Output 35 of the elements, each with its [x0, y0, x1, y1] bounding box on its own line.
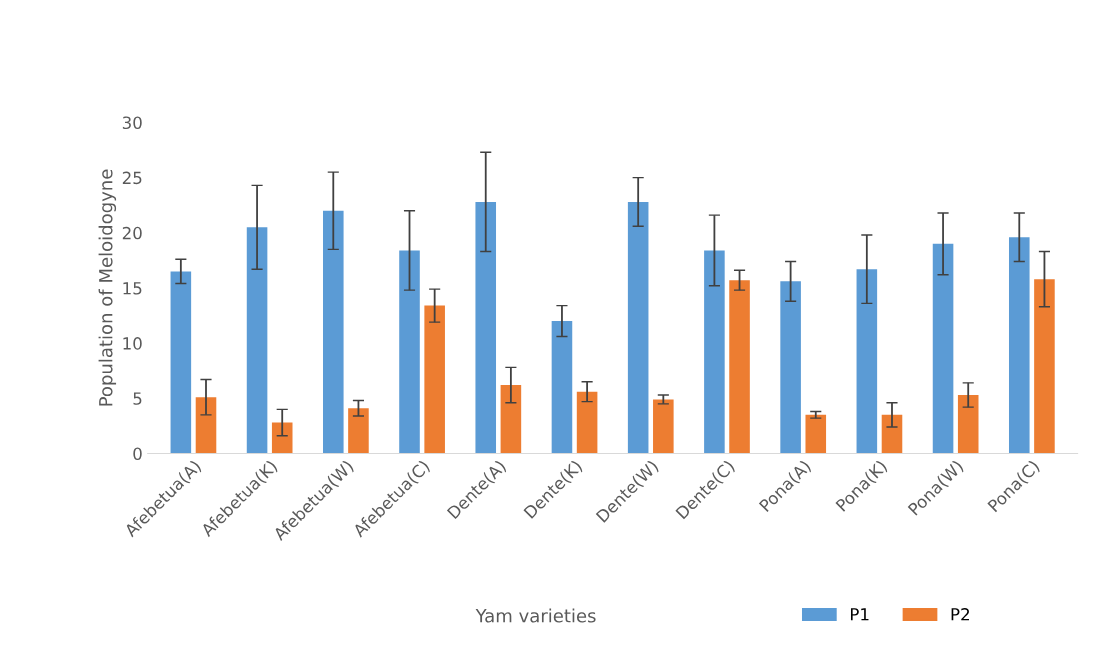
bar: [246, 227, 268, 454]
x-axis-title: Yam varieties: [475, 608, 596, 623]
y-axis-title: Population of Meloidogyne: [98, 169, 117, 406]
bar: [271, 422, 293, 454]
bar: [576, 391, 598, 454]
bar: [856, 269, 878, 454]
bar: [551, 321, 573, 454]
bar: [932, 243, 954, 454]
bar: [780, 281, 801, 454]
bar: [170, 271, 192, 454]
bar: [475, 201, 497, 454]
bar: [348, 408, 369, 454]
y-tick-label: 25: [122, 171, 142, 185]
bar: [805, 414, 827, 454]
bar: [704, 250, 725, 454]
bar: [881, 414, 903, 454]
bar: [653, 399, 674, 454]
legend-label: P2: [951, 607, 969, 621]
y-tick-label: 30: [122, 116, 142, 130]
bar: [195, 397, 217, 454]
y-tick-label: 15: [123, 282, 142, 295]
bar: [1034, 279, 1055, 454]
legend-label: P1: [850, 608, 869, 621]
y-tick-label: 0: [133, 447, 142, 461]
bar: [729, 280, 750, 454]
bar: [424, 305, 445, 454]
y-tick-label: 20: [122, 226, 142, 240]
bar: [627, 201, 649, 454]
bar: [323, 210, 344, 454]
bar: [500, 385, 522, 454]
bar: [957, 394, 979, 454]
bar: [1008, 237, 1030, 454]
bar: [399, 250, 420, 454]
y-tick-label: 10: [123, 337, 142, 350]
y-tick-label: 5: [133, 392, 142, 405]
